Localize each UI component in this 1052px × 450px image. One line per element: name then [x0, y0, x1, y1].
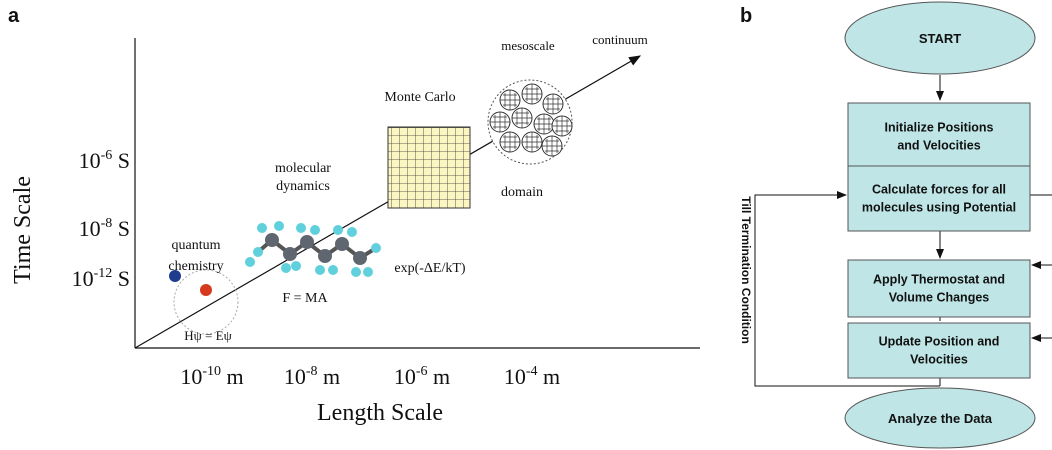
- process-text: Velocities: [910, 353, 968, 367]
- base: 10: [504, 364, 526, 389]
- exponent: -8: [101, 216, 113, 231]
- unit: S: [118, 266, 130, 291]
- grain-hatch: [512, 108, 532, 128]
- grain-hatch: [522, 132, 542, 152]
- scale-label: 10-8 S: [79, 216, 130, 241]
- exponent: -8: [306, 364, 318, 379]
- annotation: domain: [501, 185, 543, 200]
- lattice: [387, 126, 471, 209]
- grain-hatch: [500, 90, 520, 110]
- scale-label: 10-6 m: [394, 364, 450, 389]
- end-text: Analyze the Data: [888, 411, 993, 426]
- process-text: Apply Thermostat and: [873, 273, 1005, 287]
- x-axis-title: Length Scale: [317, 400, 443, 426]
- exponent: -10: [202, 364, 221, 379]
- process-text: molecules using Potential: [862, 201, 1016, 215]
- base: 10: [79, 148, 101, 173]
- process-box: [847, 322, 1031, 379]
- unit: m: [433, 364, 450, 389]
- end-node: [844, 387, 1036, 449]
- grain-hatch: [522, 84, 542, 104]
- grain-hatch: [542, 136, 562, 156]
- process-text: Calculate forces for all: [872, 183, 1006, 197]
- atom-orbit: [173, 269, 239, 335]
- process-box: [847, 259, 1031, 318]
- annotation: mesoscale: [501, 38, 555, 53]
- exponent: -12: [94, 266, 113, 281]
- process-box: [847, 102, 1031, 171]
- exponent: -6: [101, 148, 113, 163]
- process-text: Update Position and: [879, 335, 1000, 349]
- start-text: START: [919, 31, 961, 46]
- process-text: Volume Changes: [889, 291, 990, 305]
- grain-hatch: [552, 116, 572, 136]
- process-box: [847, 165, 1031, 232]
- exponent: -4: [526, 364, 538, 379]
- annotation: continuum: [592, 32, 648, 47]
- scale-label: 10-12 S: [72, 266, 130, 291]
- unit: m: [323, 364, 340, 389]
- annotation: Hψ = Eψ: [184, 328, 231, 343]
- base: 10: [180, 364, 202, 389]
- scale-label: 10-4 m: [504, 364, 560, 389]
- annotation: molecular: [275, 161, 331, 176]
- loop-arrow: [754, 191, 940, 387]
- unit: S: [118, 148, 130, 173]
- process-text: and Velocities: [897, 139, 980, 153]
- panel-label: a: [8, 5, 20, 27]
- grain-hatch: [500, 132, 520, 152]
- exponent: -6: [416, 364, 428, 379]
- annotation: F = MA: [282, 291, 328, 306]
- unit: S: [118, 216, 130, 241]
- base: 10: [79, 216, 101, 241]
- electron: [169, 270, 181, 282]
- unit: m: [543, 364, 560, 389]
- annotation: dynamics: [276, 179, 330, 194]
- grain-hatch: [534, 114, 554, 134]
- molecule: [245, 221, 381, 277]
- unit: m: [227, 364, 244, 389]
- annotation: Monte Carlo: [384, 90, 455, 105]
- panel-label: b: [740, 5, 752, 27]
- process-text: Initialize Positions: [884, 121, 993, 135]
- grains: [489, 83, 573, 157]
- grain-hatch: [543, 94, 563, 114]
- grain-hatch: [490, 112, 510, 132]
- annotation: chemistry: [168, 259, 223, 274]
- base: 10: [72, 266, 94, 291]
- base: 10: [394, 364, 416, 389]
- scale-label: 10-8 m: [284, 364, 340, 389]
- nucleus: [200, 284, 212, 296]
- annotation: exp(-ΔE/kT): [394, 261, 466, 276]
- annotation: quantum: [172, 238, 221, 253]
- y-axis-title: Time Scale: [10, 176, 36, 284]
- base: 10: [284, 364, 306, 389]
- start-node: [844, 1, 1036, 75]
- scale-label: 10-6 S: [79, 148, 130, 173]
- loop-label: Till Termination Condition: [739, 196, 753, 344]
- scale-label: 10-10 m: [180, 364, 243, 389]
